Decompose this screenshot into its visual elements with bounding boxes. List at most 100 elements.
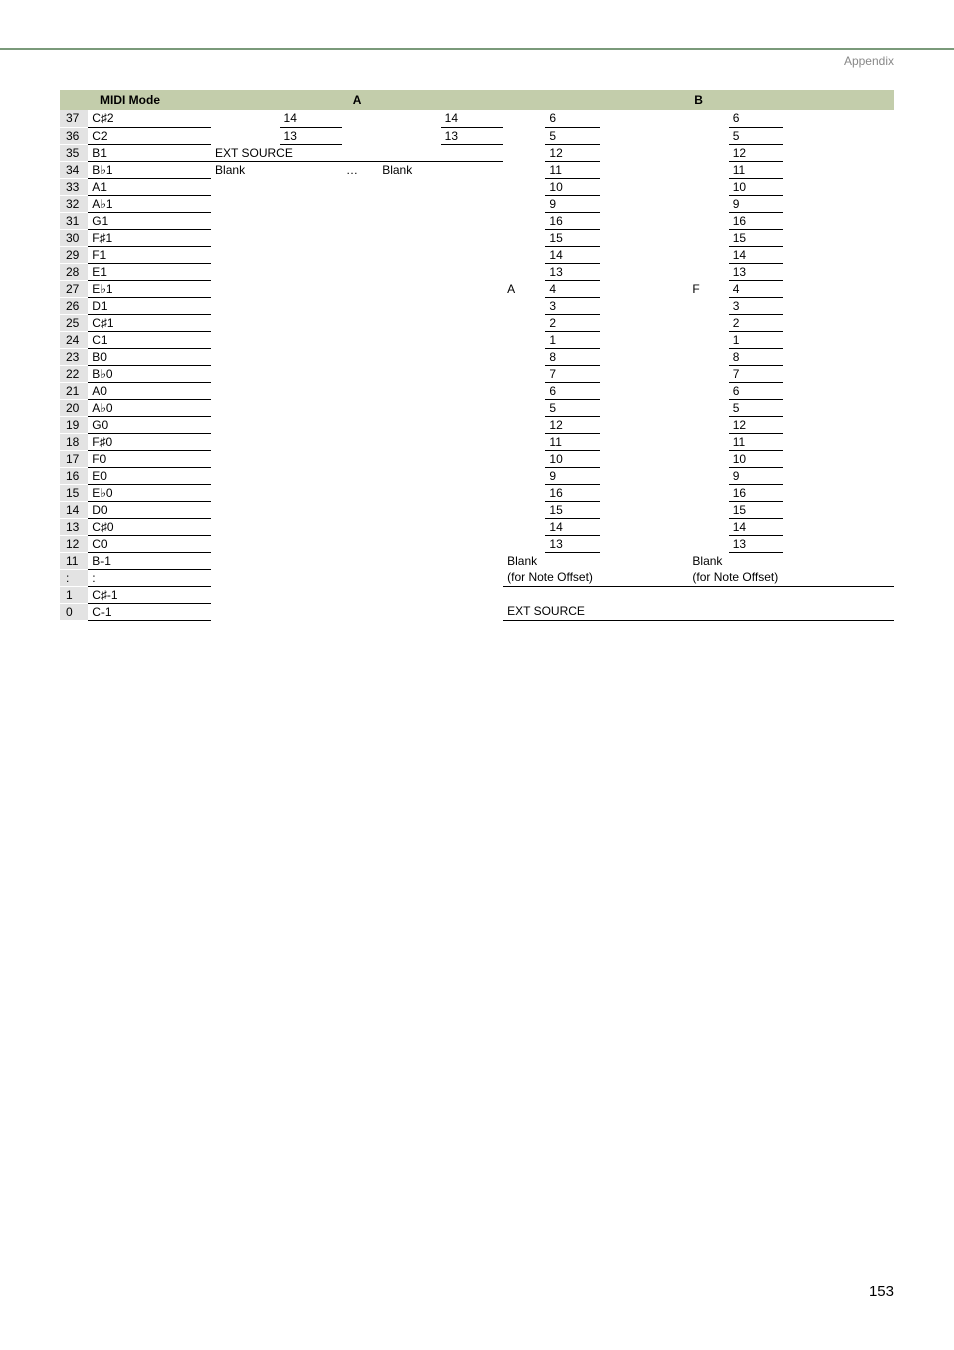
b-num: 16 (545, 484, 599, 501)
b-group2-label (688, 416, 728, 433)
b-num: 12 (545, 144, 599, 161)
table-row: 35B1EXT SOURCE1212 (60, 144, 894, 161)
row-index: 20 (60, 399, 88, 416)
b-num2: 11 (729, 433, 783, 450)
note-name: F1 (88, 246, 211, 263)
b-num2: 2 (729, 314, 783, 331)
a-blank-right: Blank (378, 161, 503, 178)
b-group-label (503, 246, 545, 263)
table-row: 12C01313 (60, 535, 894, 552)
row-index: 11 (60, 552, 88, 569)
b-num: 6 (545, 382, 599, 399)
note-name: C-1 (88, 603, 211, 620)
b-num: 5 (545, 399, 599, 416)
b-group2-label (688, 484, 728, 501)
b-num2: 7 (729, 365, 783, 382)
b-blank-left: Blank (503, 552, 688, 569)
table-row: 21A066 (60, 382, 894, 399)
note-name: F0 (88, 450, 211, 467)
b-group-label (503, 178, 545, 195)
b-num: 4 (545, 280, 599, 297)
b-num2: 9 (729, 467, 783, 484)
b-group2-label (688, 263, 728, 280)
b-num: 6 (545, 110, 599, 127)
table-row: 18F♯01111 (60, 433, 894, 450)
table-row: 23B088 (60, 348, 894, 365)
table-row: 32A♭199 (60, 195, 894, 212)
b-group2-label (688, 382, 728, 399)
b-group2-label (688, 348, 728, 365)
table-row: 16E099 (60, 467, 894, 484)
table-row: 36C2131355 (60, 127, 894, 144)
b-group2-label: F (688, 280, 728, 297)
b-group-label (503, 535, 545, 552)
a-group (211, 127, 279, 144)
b-num2: 14 (729, 246, 783, 263)
b-group2-label (688, 433, 728, 450)
page-number: 153 (869, 1283, 894, 1300)
table-row: 25C♯122 (60, 314, 894, 331)
table-row: 37C♯2141466 (60, 110, 894, 127)
b-group-label (503, 229, 545, 246)
b-num2: 12 (729, 416, 783, 433)
a-num: 13 (280, 127, 342, 144)
note-name: G0 (88, 416, 211, 433)
row-index: 16 (60, 467, 88, 484)
row-index: 14 (60, 501, 88, 518)
b-num2: 13 (729, 263, 783, 280)
table-row: 28E11313 (60, 263, 894, 280)
note-name: B♭1 (88, 161, 211, 178)
note-name: E♭0 (88, 484, 211, 501)
b-group2-label (688, 535, 728, 552)
table-row: 33A11010 (60, 178, 894, 195)
b-num2: 16 (729, 212, 783, 229)
b-group-label (503, 382, 545, 399)
b-num: 13 (545, 535, 599, 552)
b-group2-label (688, 399, 728, 416)
b-num2: 3 (729, 297, 783, 314)
row-index: 28 (60, 263, 88, 280)
b-num: 11 (545, 433, 599, 450)
note-name: C1 (88, 331, 211, 348)
row-index: 23 (60, 348, 88, 365)
note-name: B0 (88, 348, 211, 365)
b-num2: 16 (729, 484, 783, 501)
table-row: 17F01010 (60, 450, 894, 467)
b-group-label (503, 467, 545, 484)
b-num2: 9 (729, 195, 783, 212)
b-num2: 6 (729, 382, 783, 399)
row-index: 26 (60, 297, 88, 314)
row-index: 37 (60, 110, 88, 127)
b-num: 9 (545, 467, 599, 484)
b-group-label (503, 416, 545, 433)
b-group2-label (688, 314, 728, 331)
page-header: Appendix (0, 48, 954, 68)
b-num: 14 (545, 246, 599, 263)
table-row: 31G11616 (60, 212, 894, 229)
b-group-label (503, 195, 545, 212)
b-num2: 4 (729, 280, 783, 297)
b-blank-right: Blank (688, 552, 894, 569)
table-row: 34B♭1Blank…Blank1111 (60, 161, 894, 178)
b-group-label (503, 501, 545, 518)
note-name: A♭1 (88, 195, 211, 212)
b-group-label (503, 212, 545, 229)
b-group2-label (688, 450, 728, 467)
b-group-label (503, 433, 545, 450)
header-a: A (211, 90, 503, 110)
b-num2: 10 (729, 450, 783, 467)
note-name: : (88, 569, 211, 586)
b-group2-label (688, 195, 728, 212)
row-index: : (60, 569, 88, 586)
b-num2: 1 (729, 331, 783, 348)
midi-mapping-table: MIDI Mode A B 37C♯214146636C213135535B1E… (60, 90, 894, 621)
row-index: 31 (60, 212, 88, 229)
note-name: C♯-1 (88, 586, 211, 603)
table-row: 11B-1BlankBlank (60, 552, 894, 569)
table-row: 20A♭055 (60, 399, 894, 416)
a-ext-source: EXT SOURCE (211, 144, 503, 161)
b-group2-label (688, 467, 728, 484)
a-group2 (378, 110, 440, 127)
b-num2: 15 (729, 229, 783, 246)
b-group2-label (688, 178, 728, 195)
